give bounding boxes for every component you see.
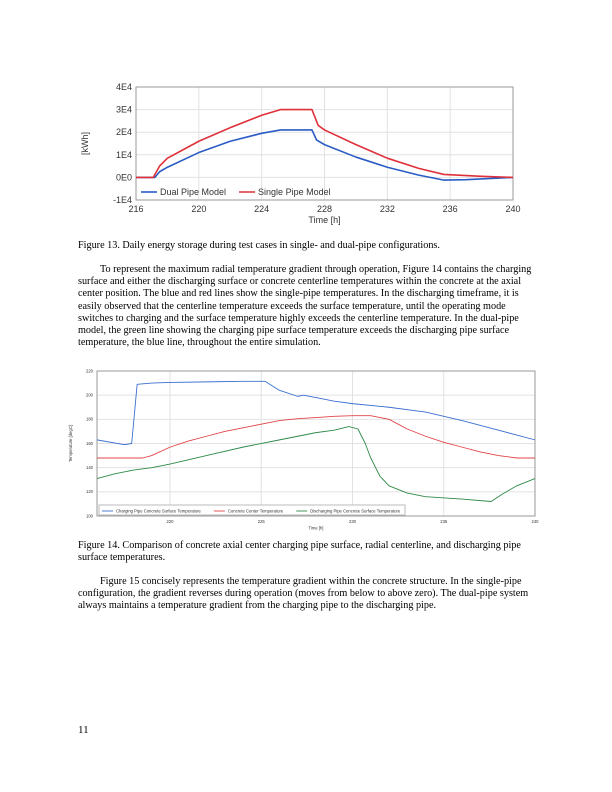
y-tick-label: 3E4: [116, 105, 132, 115]
series-line: [97, 415, 535, 459]
y-tick-label: 0E0: [116, 172, 132, 182]
x-tick-label: 220: [191, 204, 206, 214]
y-tick-label: 140: [86, 465, 94, 470]
y-tick-label: 200: [86, 393, 94, 398]
series-line: [96, 380, 536, 446]
y-tick-label: 120: [86, 489, 94, 494]
x-tick-label: 224: [254, 204, 269, 214]
legend-box: [98, 504, 406, 516]
y-tick-label: 160: [86, 441, 94, 446]
y-tick-label: 100: [86, 513, 94, 518]
paragraph-1: To represent the maximum radial temperat…: [78, 264, 532, 349]
legend-label: Single Pipe Model: [258, 187, 331, 197]
x-tick-label: 240: [505, 204, 520, 214]
x-axis-label: Time [h]: [309, 525, 324, 530]
temperature-chart: 100 120 140 160 180 200 220 220 225 230 235 240 Time…: [68, 368, 540, 530]
energy-storage-chart: -1E4 0E0 1E4 2E4 3E4 4E4 216 220 224 228 232 236 240…: [80, 82, 521, 225]
y-tick-label: 1E4: [116, 150, 132, 160]
x-tick-label: 230: [349, 519, 357, 524]
y-tick-label: 180: [86, 417, 94, 422]
x-axis-label: Time [h]: [308, 215, 340, 225]
x-tick-label: 235: [440, 519, 448, 524]
y-tick-label: 4E4: [116, 82, 132, 92]
x-tick-label: 225: [258, 519, 266, 524]
x-tick-label: 240: [532, 519, 540, 524]
x-tick-label: 220: [167, 519, 175, 524]
legend-label: Charging Pipe Concrete Surface Temperatu…: [116, 508, 202, 513]
x-tick-label: 232: [380, 204, 395, 214]
x-tick-label: 228: [317, 204, 332, 214]
plot-frame: [96, 370, 536, 517]
y-tick-label: 2E4: [116, 127, 132, 137]
legend-label: Concrete Center Temperature: [228, 508, 284, 513]
figure-13-caption: Figure 13. Daily energy storage during t…: [78, 240, 440, 251]
x-tick-label: 216: [128, 204, 143, 214]
x-tick-label: 236: [443, 204, 458, 214]
paragraph-2: Figure 15 concisely represents the tempe…: [78, 576, 529, 612]
legend-label: Discharging Pipe Concrete Surface Temper…: [310, 508, 401, 513]
series-line: [136, 129, 514, 181]
y-tick-label: -1E4: [113, 195, 132, 205]
series-line: [96, 426, 536, 502]
series-line: [136, 108, 514, 179]
figure-14-caption: Figure 14. Comparison of concrete axial …: [78, 540, 521, 564]
y-axis-label: [kWh]: [80, 132, 90, 155]
y-axis-label: Temperature [degC]: [68, 425, 73, 462]
plot-frame: [135, 86, 514, 201]
y-tick-label: 220: [86, 368, 94, 373]
legend-label: Dual Pipe Model: [160, 187, 226, 197]
page-number: 11: [78, 724, 89, 736]
